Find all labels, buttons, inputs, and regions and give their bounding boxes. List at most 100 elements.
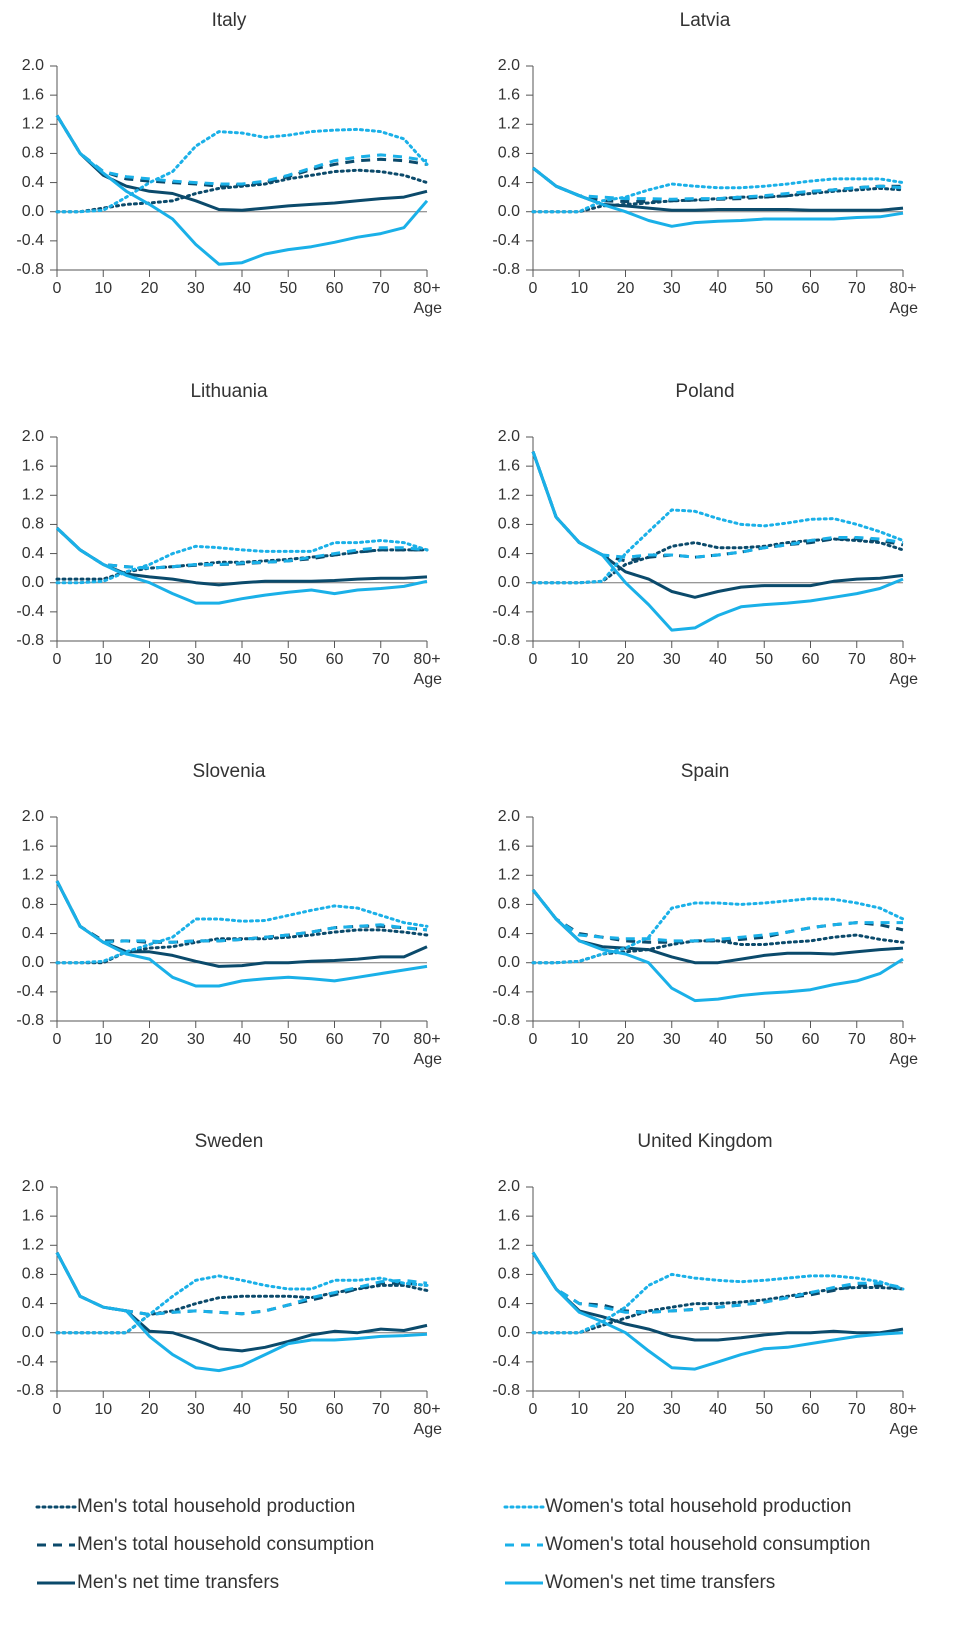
series-line: [55, 880, 428, 988]
series-line: [55, 527, 428, 605]
y-tick-label: 0.8: [22, 896, 44, 913]
y-tick-label: 1.2: [498, 487, 520, 504]
x-tick-label: 70: [848, 1401, 866, 1418]
x-tick-label: 60: [326, 280, 344, 297]
y-tick-label: -0.8: [16, 632, 44, 649]
legend: Men's total household production Men's to…: [35, 1496, 870, 1593]
series-line: [531, 1272, 905, 1335]
y-tick-label: 0.4: [22, 925, 44, 942]
x-tick-label: 0: [53, 1401, 62, 1418]
panel-title: Poland: [675, 381, 734, 402]
y-tick-label: 1.2: [498, 116, 520, 133]
legend-label: Women's total household production: [545, 1496, 851, 1517]
y-tick-label: 1.2: [498, 867, 520, 884]
series-line: [55, 114, 428, 186]
y-tick-label: 1.6: [22, 86, 44, 103]
y-tick-label: 0.0: [498, 203, 520, 220]
y-tick-label: 0.4: [498, 1295, 520, 1312]
x-axis-label: Age: [414, 1421, 443, 1438]
series-line: [531, 1251, 904, 1314]
x-tick-label: 40: [709, 1031, 727, 1048]
y-tick-label: -0.4: [492, 1353, 520, 1370]
series-line: [55, 539, 429, 585]
x-tick-label: 30: [663, 1401, 681, 1418]
y-tick-label: 0.4: [22, 1295, 44, 1312]
x-tick-label: 30: [187, 1031, 205, 1048]
x-tick-label: 10: [570, 1401, 588, 1418]
y-tick-label: 0.4: [498, 174, 520, 191]
x-tick-label: 60: [802, 1401, 820, 1418]
x-tick-label: 40: [233, 280, 251, 297]
y-tick-label: 0.0: [498, 1324, 520, 1341]
panel: Italy -0.8 -0.4 0.0 0.4 0.8 1.2 1.6 2.0 0 10 20 30 40…: [16, 10, 442, 317]
x-tick-label: 60: [326, 651, 344, 668]
y-tick-label: 0.0: [22, 954, 44, 971]
x-tick-label: 20: [141, 280, 159, 297]
panel: Poland -0.8 -0.4 0.0 0.4 0.8 1.2 1.6 2.0 0 10 20 30 4…: [492, 381, 918, 688]
series-line: [531, 888, 903, 943]
legend-label: Women's net time transfers: [545, 1572, 775, 1593]
x-tick-label: 30: [663, 1031, 681, 1048]
x-axis-label: Age: [414, 300, 443, 317]
x-tick-label: 10: [94, 1031, 112, 1048]
y-tick-label: 1.6: [22, 837, 44, 854]
y-tick-label: 0.4: [22, 545, 44, 562]
x-tick-label: 20: [141, 651, 159, 668]
y-tick-label: -0.8: [16, 261, 44, 278]
x-tick-label: 20: [617, 651, 635, 668]
series-line: [531, 508, 905, 585]
series-line: [55, 904, 429, 965]
x-tick-label: 40: [709, 651, 727, 668]
x-tick-label: 10: [570, 651, 588, 668]
series-line: [55, 880, 428, 968]
x-tick-label: 30: [663, 651, 681, 668]
x-tick-label: 40: [233, 1401, 251, 1418]
series-line: [55, 127, 429, 214]
y-tick-label: 0.4: [498, 545, 520, 562]
series-line: [531, 888, 904, 965]
y-tick-label: 1.2: [22, 1237, 44, 1254]
series-line: [531, 897, 905, 965]
y-tick-label: 2.0: [498, 57, 520, 74]
x-tick-label: 40: [233, 651, 251, 668]
x-axis-label: Age: [414, 671, 443, 688]
series-line: [55, 1251, 428, 1373]
x-tick-label: 80+: [413, 280, 440, 297]
y-tick-label: 1.2: [498, 1237, 520, 1254]
x-tick-label: 80+: [413, 651, 440, 668]
y-tick-label: 0.8: [498, 1266, 520, 1283]
x-tick-label: 50: [279, 280, 297, 297]
y-tick-label: 1.6: [22, 457, 44, 474]
y-tick-label: -0.4: [16, 232, 44, 249]
series-line: [531, 1251, 904, 1342]
panel: Lithuania -0.8 -0.4 0.0 0.4 0.8 1.2 1.6 2.0 0 10 20…: [16, 381, 442, 688]
y-tick-label: 0.0: [498, 954, 520, 971]
series-line: [532, 166, 904, 201]
series-line: [531, 451, 904, 563]
x-tick-label: 0: [529, 651, 538, 668]
x-tick-label: 10: [94, 651, 112, 668]
x-tick-label: 10: [570, 280, 588, 297]
series-line: [531, 451, 904, 599]
x-tick-label: 70: [372, 280, 390, 297]
y-tick-label: 1.6: [22, 1207, 44, 1224]
x-tick-label: 80+: [889, 1031, 916, 1048]
legend-label: Women's total household consumption: [545, 1534, 870, 1555]
series-line: [55, 1274, 429, 1335]
y-tick-label: -0.4: [492, 983, 520, 1000]
y-tick-label: 0.8: [22, 1266, 44, 1283]
x-tick-label: 70: [372, 651, 390, 668]
panel: United Kingdom -0.8 -0.4 0.0 0.4 0.8 1.2 1.6 2.0…: [492, 1131, 918, 1438]
series-line: [532, 166, 903, 203]
x-tick-label: 50: [755, 1031, 773, 1048]
series-line: [531, 451, 904, 559]
y-tick-label: 1.2: [22, 867, 44, 884]
panel: Sweden -0.8 -0.4 0.0 0.4 0.8 1.2 1.6 2.0 0 10 20 30 4…: [16, 1131, 442, 1438]
y-tick-label: -0.8: [492, 632, 520, 649]
x-tick-label: 30: [187, 280, 205, 297]
series-line: [531, 177, 905, 214]
x-tick-label: 10: [94, 280, 112, 297]
y-tick-label: 1.2: [22, 116, 44, 133]
x-tick-label: 80+: [889, 1401, 916, 1418]
